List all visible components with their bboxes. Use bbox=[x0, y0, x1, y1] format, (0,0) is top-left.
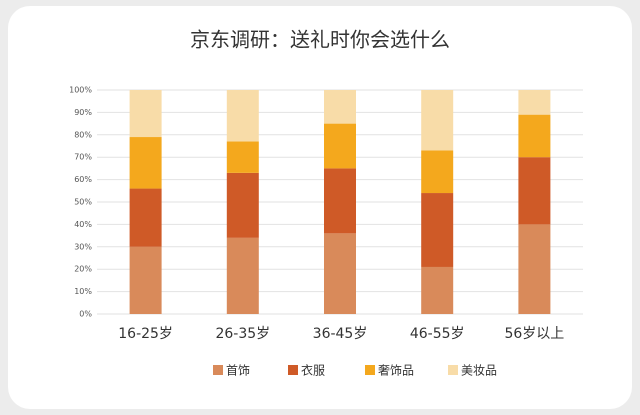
card bbox=[8, 6, 632, 409]
y-tick-label: 30% bbox=[74, 242, 92, 251]
bar-segment bbox=[129, 188, 162, 247]
bar-segment bbox=[129, 246, 162, 314]
x-tick-label: 16-25岁 bbox=[118, 326, 173, 342]
bar-segment bbox=[518, 157, 551, 225]
bar-segment bbox=[129, 90, 162, 138]
chart-title: 京东调研：送礼时你会选什么 bbox=[190, 28, 450, 52]
y-tick-label: 50% bbox=[74, 198, 92, 207]
bar-segment bbox=[324, 90, 356, 124]
legend-label: 首饰 bbox=[226, 364, 250, 378]
y-tick-label: 0% bbox=[79, 310, 92, 319]
bar-segment bbox=[226, 90, 259, 142]
bar-segment bbox=[324, 233, 356, 314]
bar-segment bbox=[518, 90, 551, 115]
bar-segment bbox=[226, 141, 259, 173]
legend-label: 美妆品 bbox=[461, 364, 497, 378]
y-tick-label: 90% bbox=[74, 108, 92, 117]
bar-segment bbox=[421, 90, 454, 151]
y-tick-label: 80% bbox=[74, 130, 92, 139]
x-tick-label: 46-55岁 bbox=[410, 326, 465, 342]
bar-segment bbox=[421, 266, 454, 314]
y-tick-label: 70% bbox=[74, 153, 92, 162]
x-tick-label: 26-35岁 bbox=[215, 326, 270, 342]
x-tick-label: 56岁以上 bbox=[504, 326, 564, 342]
legend-label: 奢饰品 bbox=[378, 364, 414, 378]
legend-swatch bbox=[288, 365, 298, 375]
bar-segment bbox=[226, 237, 259, 314]
legend-swatch bbox=[365, 365, 375, 375]
bar-segment bbox=[421, 150, 454, 194]
x-tick-label: 36-45岁 bbox=[313, 326, 368, 342]
legend-label: 衣服 bbox=[301, 363, 325, 378]
y-tick-label: 40% bbox=[74, 220, 92, 229]
y-tick-label: 20% bbox=[74, 265, 92, 274]
bar-segment bbox=[421, 193, 454, 267]
bar-segment bbox=[324, 168, 356, 234]
legend-swatch bbox=[448, 365, 458, 375]
bar-segment bbox=[324, 123, 356, 169]
bar-segment bbox=[518, 224, 551, 314]
legend-swatch bbox=[213, 365, 223, 375]
y-tick-label: 60% bbox=[74, 175, 92, 184]
bar-segment bbox=[226, 172, 259, 238]
bar-segment bbox=[518, 114, 551, 158]
y-tick-label: 10% bbox=[74, 287, 92, 296]
bar-segment bbox=[129, 137, 162, 189]
y-tick-label: 100% bbox=[69, 86, 92, 95]
